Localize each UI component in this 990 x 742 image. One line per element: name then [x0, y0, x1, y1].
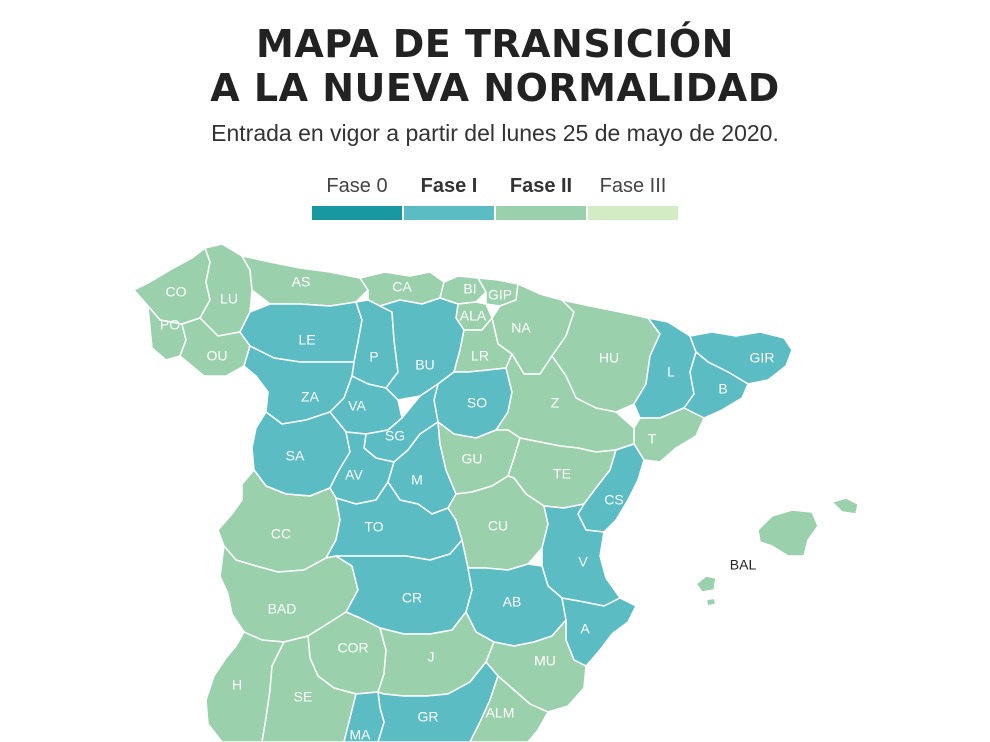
- map-subtitle: Entrada en vigor a partir del lunes 25 d…: [211, 120, 779, 146]
- legend-item-fase3: Fase III: [588, 171, 678, 223]
- legend-item-fase1: Fase I: [404, 171, 494, 223]
- label-BAD: BAD: [268, 601, 297, 617]
- legend-swatch: [404, 206, 494, 220]
- province-BAL-mallorca[interactable]: [757, 509, 819, 557]
- label-SA: SA: [286, 448, 305, 464]
- label-GR: GR: [418, 709, 439, 725]
- label-J: J: [428, 649, 435, 665]
- label-GIP: GIP: [488, 287, 512, 303]
- label-CO: CO: [166, 284, 187, 300]
- legend-label: Fase 0: [326, 175, 388, 197]
- province-BAL-ibiza[interactable]: [695, 575, 717, 593]
- legend-item-fase2: Fase II: [496, 171, 586, 223]
- label-AV: AV: [345, 467, 363, 483]
- label-MA: MA: [350, 727, 372, 742]
- label-Z: Z: [551, 395, 560, 411]
- label-CC: CC: [271, 526, 291, 542]
- label-P: P: [369, 349, 378, 365]
- label-SG: SG: [385, 428, 405, 444]
- label-CS: CS: [604, 492, 623, 508]
- label-LU: LU: [220, 291, 238, 307]
- label-NA: NA: [511, 320, 531, 336]
- province-BAL-formentera[interactable]: [705, 597, 717, 607]
- label-SE: SE: [294, 689, 313, 705]
- province-HU[interactable]: [551, 299, 661, 413]
- label-COR: COR: [337, 640, 368, 656]
- province-ALM[interactable]: [469, 675, 549, 742]
- label-L: L: [667, 364, 675, 380]
- province-B[interactable]: [683, 351, 749, 419]
- label-BI: BI: [463, 281, 476, 297]
- label-GIR: GIR: [750, 350, 775, 366]
- label-AB: AB: [503, 594, 522, 610]
- label-CA: CA: [392, 279, 412, 295]
- label-MU: MU: [534, 653, 556, 669]
- label-H: H: [232, 677, 242, 693]
- label-CU: CU: [488, 518, 508, 534]
- label-ALA: ALA: [460, 308, 487, 324]
- label-PO: PO: [160, 317, 180, 333]
- label-BU: BU: [415, 357, 434, 373]
- province-BAL-menorca[interactable]: [831, 497, 859, 515]
- label-HU: HU: [599, 350, 619, 366]
- label-T: T: [648, 431, 657, 447]
- label-TO: TO: [364, 519, 383, 535]
- label-M: M: [411, 472, 423, 488]
- label-AS: AS: [292, 274, 311, 290]
- map-title: MAPA DE TRANSICIÓN A LA NUEVA NORMALIDAD: [0, 22, 990, 110]
- legend-label: Fase II: [509, 175, 573, 197]
- label-TE: TE: [553, 466, 571, 482]
- legend-item-fase0: Fase 0: [312, 171, 402, 223]
- province-MA[interactable]: [343, 691, 385, 742]
- label-ZA: ZA: [301, 389, 320, 405]
- legend-swatch: [588, 206, 678, 220]
- label-V: V: [578, 554, 588, 570]
- label-CR: CR: [402, 590, 422, 606]
- map-title-line1: MAPA DE TRANSICIÓN: [256, 22, 734, 66]
- legend-label: Fase III: [599, 175, 667, 197]
- phase-legend: Fase 0 Fase I Fase II Fase III: [312, 171, 678, 223]
- label-OU: OU: [207, 348, 228, 364]
- label-GU: GU: [462, 451, 483, 467]
- label-SO: SO: [467, 395, 487, 411]
- label-LR: LR: [471, 348, 489, 364]
- label-ALM: ALM: [486, 705, 515, 721]
- legend-label: Fase I: [420, 175, 478, 197]
- label-A: A: [580, 621, 590, 637]
- label-LE: LE: [298, 332, 315, 348]
- label-BAL: BAL: [730, 557, 757, 573]
- label-VA: VA: [348, 398, 366, 414]
- label-B: B: [718, 381, 727, 397]
- map-title-line2: A LA NUEVA NORMALIDAD: [210, 66, 780, 110]
- legend-swatch: [496, 206, 586, 220]
- legend-swatch: [312, 206, 402, 220]
